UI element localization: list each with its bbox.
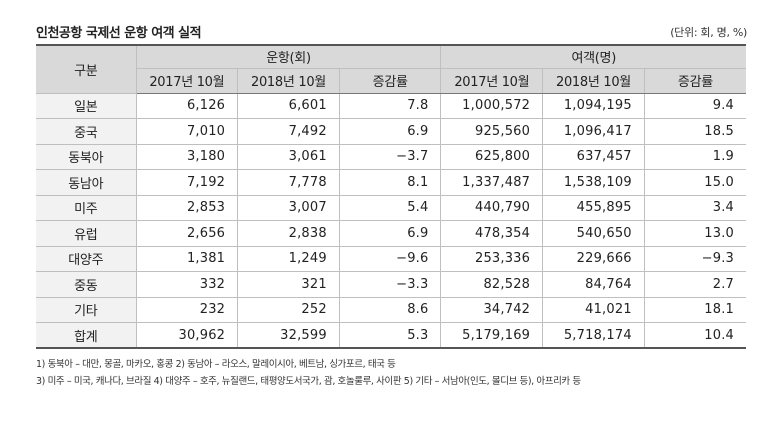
passengers-change-cell: 13.0 (644, 220, 746, 247)
flights-2017-cell: 7,192 (136, 169, 239, 196)
flights-change-cell: −9.6 (339, 246, 442, 272)
footnote-line: 1) 동북아 – 대만, 몽골, 마카오, 홍콩 2) 동남아 – 라오스, 말… (36, 359, 396, 370)
passengers-2017-cell: 5,179,169 (440, 322, 544, 349)
flights-change-cell: 8.1 (339, 169, 442, 196)
flights-change-cell: 6.9 (339, 118, 442, 145)
page-title: 인천공항 국제선 운항 여객 실적 (36, 26, 202, 41)
region-cell: 중국 (36, 118, 137, 145)
passengers-change-cell: 2.7 (644, 271, 746, 298)
table-row: 일본 6,126 6,601 7.8 1,000,572 1,094,195 9.4 (36, 93, 746, 119)
table-row: 기타 232 252 8.6 34,742 41,021 18.1 (36, 297, 746, 323)
passengers-2018-cell: 540,650 (542, 220, 645, 247)
passengers-2017-cell: 82,528 (440, 271, 544, 298)
flights-2018-cell: 321 (237, 271, 340, 298)
header-flights-change: 증감률 (339, 68, 442, 94)
table-row: 동북아 3,180 3,061 −3.7 625,800 637,457 1.9 (36, 144, 746, 170)
header-passengers-change: 증감률 (644, 68, 746, 94)
header-row-group: 구분 운항(회) 여객(명) (36, 44, 746, 94)
table-row: 대양주 1,381 1,249 −9.6 253,336 229,666 −9.3 (36, 246, 746, 272)
passengers-2018-cell: 1,094,195 (542, 93, 645, 119)
flights-2018-cell: 2,838 (237, 220, 340, 247)
header-passengers-2017: 2017년 10월 (440, 68, 544, 94)
table-row: 유럽 2,656 2,838 6.9 478,354 540,650 13.0 (36, 220, 746, 247)
passengers-change-cell: 10.4 (644, 322, 746, 349)
flights-change-cell: −3.3 (339, 271, 442, 298)
region-cell: 동북아 (36, 144, 137, 170)
performance-table: 구분 운항(회) 여객(명) 2017년 10월 2018년 10월 증감률 2… (36, 44, 746, 349)
passengers-change-cell: 9.4 (644, 93, 746, 119)
flights-2018-cell: 6,601 (237, 93, 340, 119)
passengers-change-cell: −9.3 (644, 246, 746, 272)
region-cell: 유럽 (36, 220, 137, 247)
passengers-2018-cell: 1,538,109 (542, 169, 645, 196)
passengers-2018-cell: 84,764 (542, 271, 645, 298)
passengers-change-cell: 3.4 (644, 195, 746, 221)
header-passengers: 여객(명) (440, 44, 746, 69)
flights-2017-cell: 2,656 (136, 220, 239, 247)
unit-note: (단위: 회, 명, %) (670, 26, 747, 39)
flights-change-cell: 5.3 (339, 322, 442, 349)
flights-change-cell: 7.8 (339, 93, 442, 119)
flights-2017-cell: 1,381 (136, 246, 239, 272)
flights-change-cell: −3.7 (339, 144, 442, 170)
passengers-2017-cell: 478,354 (440, 220, 544, 247)
flights-2018-cell: 32,599 (237, 322, 340, 349)
passengers-2018-cell: 5,718,174 (542, 322, 645, 349)
header-flights: 운항(회) (136, 44, 442, 69)
table-body: 일본 6,126 6,601 7.8 1,000,572 1,094,195 9.4 중국 7,… (36, 93, 746, 349)
flights-2018-cell: 3,061 (237, 144, 340, 170)
flights-2017-cell: 7,010 (136, 118, 239, 145)
flights-change-cell: 6.9 (339, 220, 442, 247)
flights-2017-cell: 30,962 (136, 322, 239, 349)
passengers-2017-cell: 1,337,487 (440, 169, 544, 196)
passengers-change-cell: 1.9 (644, 144, 746, 170)
header-flights-2017: 2017년 10월 (136, 68, 239, 94)
passengers-2017-cell: 34,742 (440, 297, 544, 323)
header-category: 구분 (36, 44, 137, 94)
table-row: 미주 2,853 3,007 5.4 440,790 455,895 3.4 (36, 195, 746, 221)
flights-change-cell: 8.6 (339, 297, 442, 323)
passengers-change-cell: 15.0 (644, 169, 746, 196)
flights-2017-cell: 2,853 (136, 195, 239, 221)
passengers-change-cell: 18.1 (644, 297, 746, 323)
footnote-line: 3) 미주 – 미국, 캐나다, 브라질 4) 대양주 – 호주, 뉴질랜드, … (36, 376, 581, 387)
header-row-columns: 2017년 10월 2018년 10월 증감률 2017년 10월 2018년 … (36, 68, 746, 94)
region-cell: 합계 (36, 322, 137, 349)
region-cell: 중동 (36, 271, 137, 298)
flights-change-cell: 5.4 (339, 195, 442, 221)
passengers-change-cell: 18.5 (644, 118, 746, 145)
flights-2017-cell: 6,126 (136, 93, 239, 119)
passengers-2018-cell: 455,895 (542, 195, 645, 221)
region-cell: 대양주 (36, 246, 137, 272)
passengers-2017-cell: 440,790 (440, 195, 544, 221)
table-row: 중국 7,010 7,492 6.9 925,560 1,096,417 18.5 (36, 118, 746, 145)
passengers-2018-cell: 41,021 (542, 297, 645, 323)
footnotes: 1) 동북아 – 대만, 몽골, 마카오, 홍콩 2) 동남아 – 라오스, 말… (36, 356, 581, 390)
table-row: 동남아 7,192 7,778 8.1 1,337,487 1,538,109 15.0 (36, 169, 746, 196)
passengers-2018-cell: 637,457 (542, 144, 645, 170)
region-cell: 기타 (36, 297, 137, 323)
total-row: 합계 30,962 32,599 5.3 5,179,169 5,718,174 10.4 (36, 322, 746, 349)
flights-2018-cell: 3,007 (237, 195, 340, 221)
passengers-2017-cell: 253,336 (440, 246, 544, 272)
table-row: 중동 332 321 −3.3 82,528 84,764 2.7 (36, 271, 746, 298)
region-cell: 동남아 (36, 169, 137, 196)
flights-2017-cell: 3,180 (136, 144, 239, 170)
passengers-2018-cell: 229,666 (542, 246, 645, 272)
region-cell: 일본 (36, 93, 137, 119)
flights-2018-cell: 7,778 (237, 169, 340, 196)
passengers-2017-cell: 1,000,572 (440, 93, 544, 119)
region-cell: 미주 (36, 195, 137, 221)
passengers-2018-cell: 1,096,417 (542, 118, 645, 145)
passengers-2017-cell: 625,800 (440, 144, 544, 170)
flights-2018-cell: 1,249 (237, 246, 340, 272)
flights-2018-cell: 252 (237, 297, 340, 323)
passengers-2017-cell: 925,560 (440, 118, 544, 145)
flights-2017-cell: 232 (136, 297, 239, 323)
flights-2017-cell: 332 (136, 271, 239, 298)
flights-2018-cell: 7,492 (237, 118, 340, 145)
header-passengers-2018: 2018년 10월 (542, 68, 645, 94)
header-flights-2018: 2018년 10월 (237, 68, 340, 94)
